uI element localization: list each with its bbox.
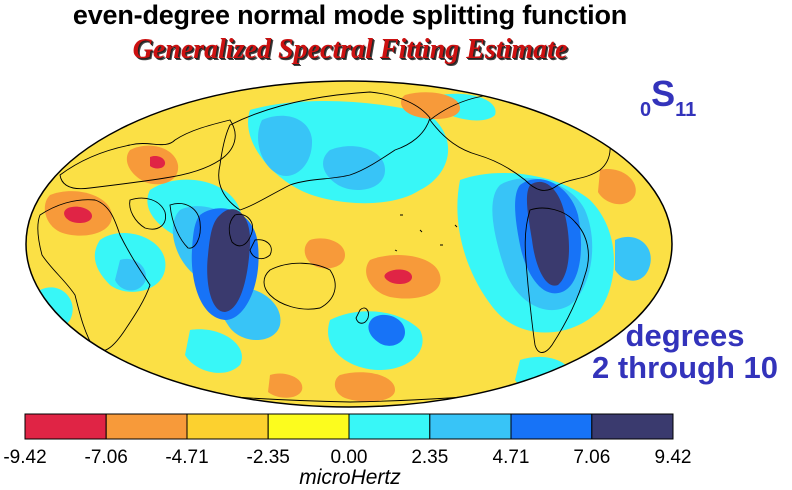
- field-negative-max: [64, 155, 412, 285]
- colorbar-bin-2: [105, 413, 188, 440]
- mode-type: S: [651, 73, 676, 114]
- coast-new-zealand: [355, 307, 369, 324]
- colorbar-bin-6: [429, 413, 512, 440]
- colorbar-bin-7: [510, 413, 593, 440]
- colorbar-tick-label: -4.71: [165, 447, 208, 468]
- colorbar-unit-label: microHertz: [299, 466, 401, 489]
- coast-south-america: [524, 207, 589, 353]
- coast-australia: [263, 262, 336, 310]
- map-field: [26, 81, 672, 407]
- colorbar-bin-5: [348, 413, 431, 440]
- colorbar-tick-label: -9.42: [3, 447, 46, 468]
- colorbar-tick-label: 0.00: [331, 447, 368, 468]
- degrees-line-1: degrees: [625, 318, 745, 353]
- colorbar-bin-4: [267, 413, 350, 440]
- colorbar: -9.42 -7.06 -4.71 -2.35 0.00 2.35 4.71 7.06 9.42: [3, 413, 692, 468]
- field-positive-max: [207, 181, 570, 312]
- coast-asia: [218, 91, 431, 211]
- coast-greenland: [553, 91, 596, 118]
- coast-arabia: [129, 197, 166, 230]
- map-subtitle: Generalized Spectral Fitting Estimate: [132, 34, 568, 65]
- colorbar-tick-label: -7.06: [85, 447, 128, 468]
- colorbar-tick-label: -2.35: [247, 447, 290, 468]
- colorbar-tick-label: 4.71: [493, 447, 530, 468]
- coast-india: [169, 203, 201, 249]
- field-negative-mid: [44, 92, 636, 402]
- coast-europe: [59, 119, 236, 190]
- colorbar-bin-8: [591, 413, 674, 440]
- colorbar-bin-3: [186, 413, 269, 440]
- colorbar-tick-label: 2.35: [411, 447, 448, 468]
- degrees-line-2: 2 through 10: [591, 350, 778, 385]
- coast-pacific-islands: [394, 214, 458, 252]
- mode-degree: 11: [675, 99, 697, 121]
- colorbar-tick-label: 9.42: [655, 447, 692, 468]
- coast-se-asia: [228, 213, 272, 260]
- degrees-label: degrees 2 through 10: [580, 320, 790, 384]
- mode-overtone: 0: [640, 99, 652, 121]
- map-title: even-degree normal mode splitting functi…: [72, 0, 628, 30]
- colorbar-bin-1: [24, 413, 107, 440]
- colorbar-tick-label: 7.06: [573, 447, 610, 468]
- mode-label: 0S11: [640, 73, 697, 121]
- coast-africa: [37, 199, 151, 352]
- map-outline: [25, 80, 673, 408]
